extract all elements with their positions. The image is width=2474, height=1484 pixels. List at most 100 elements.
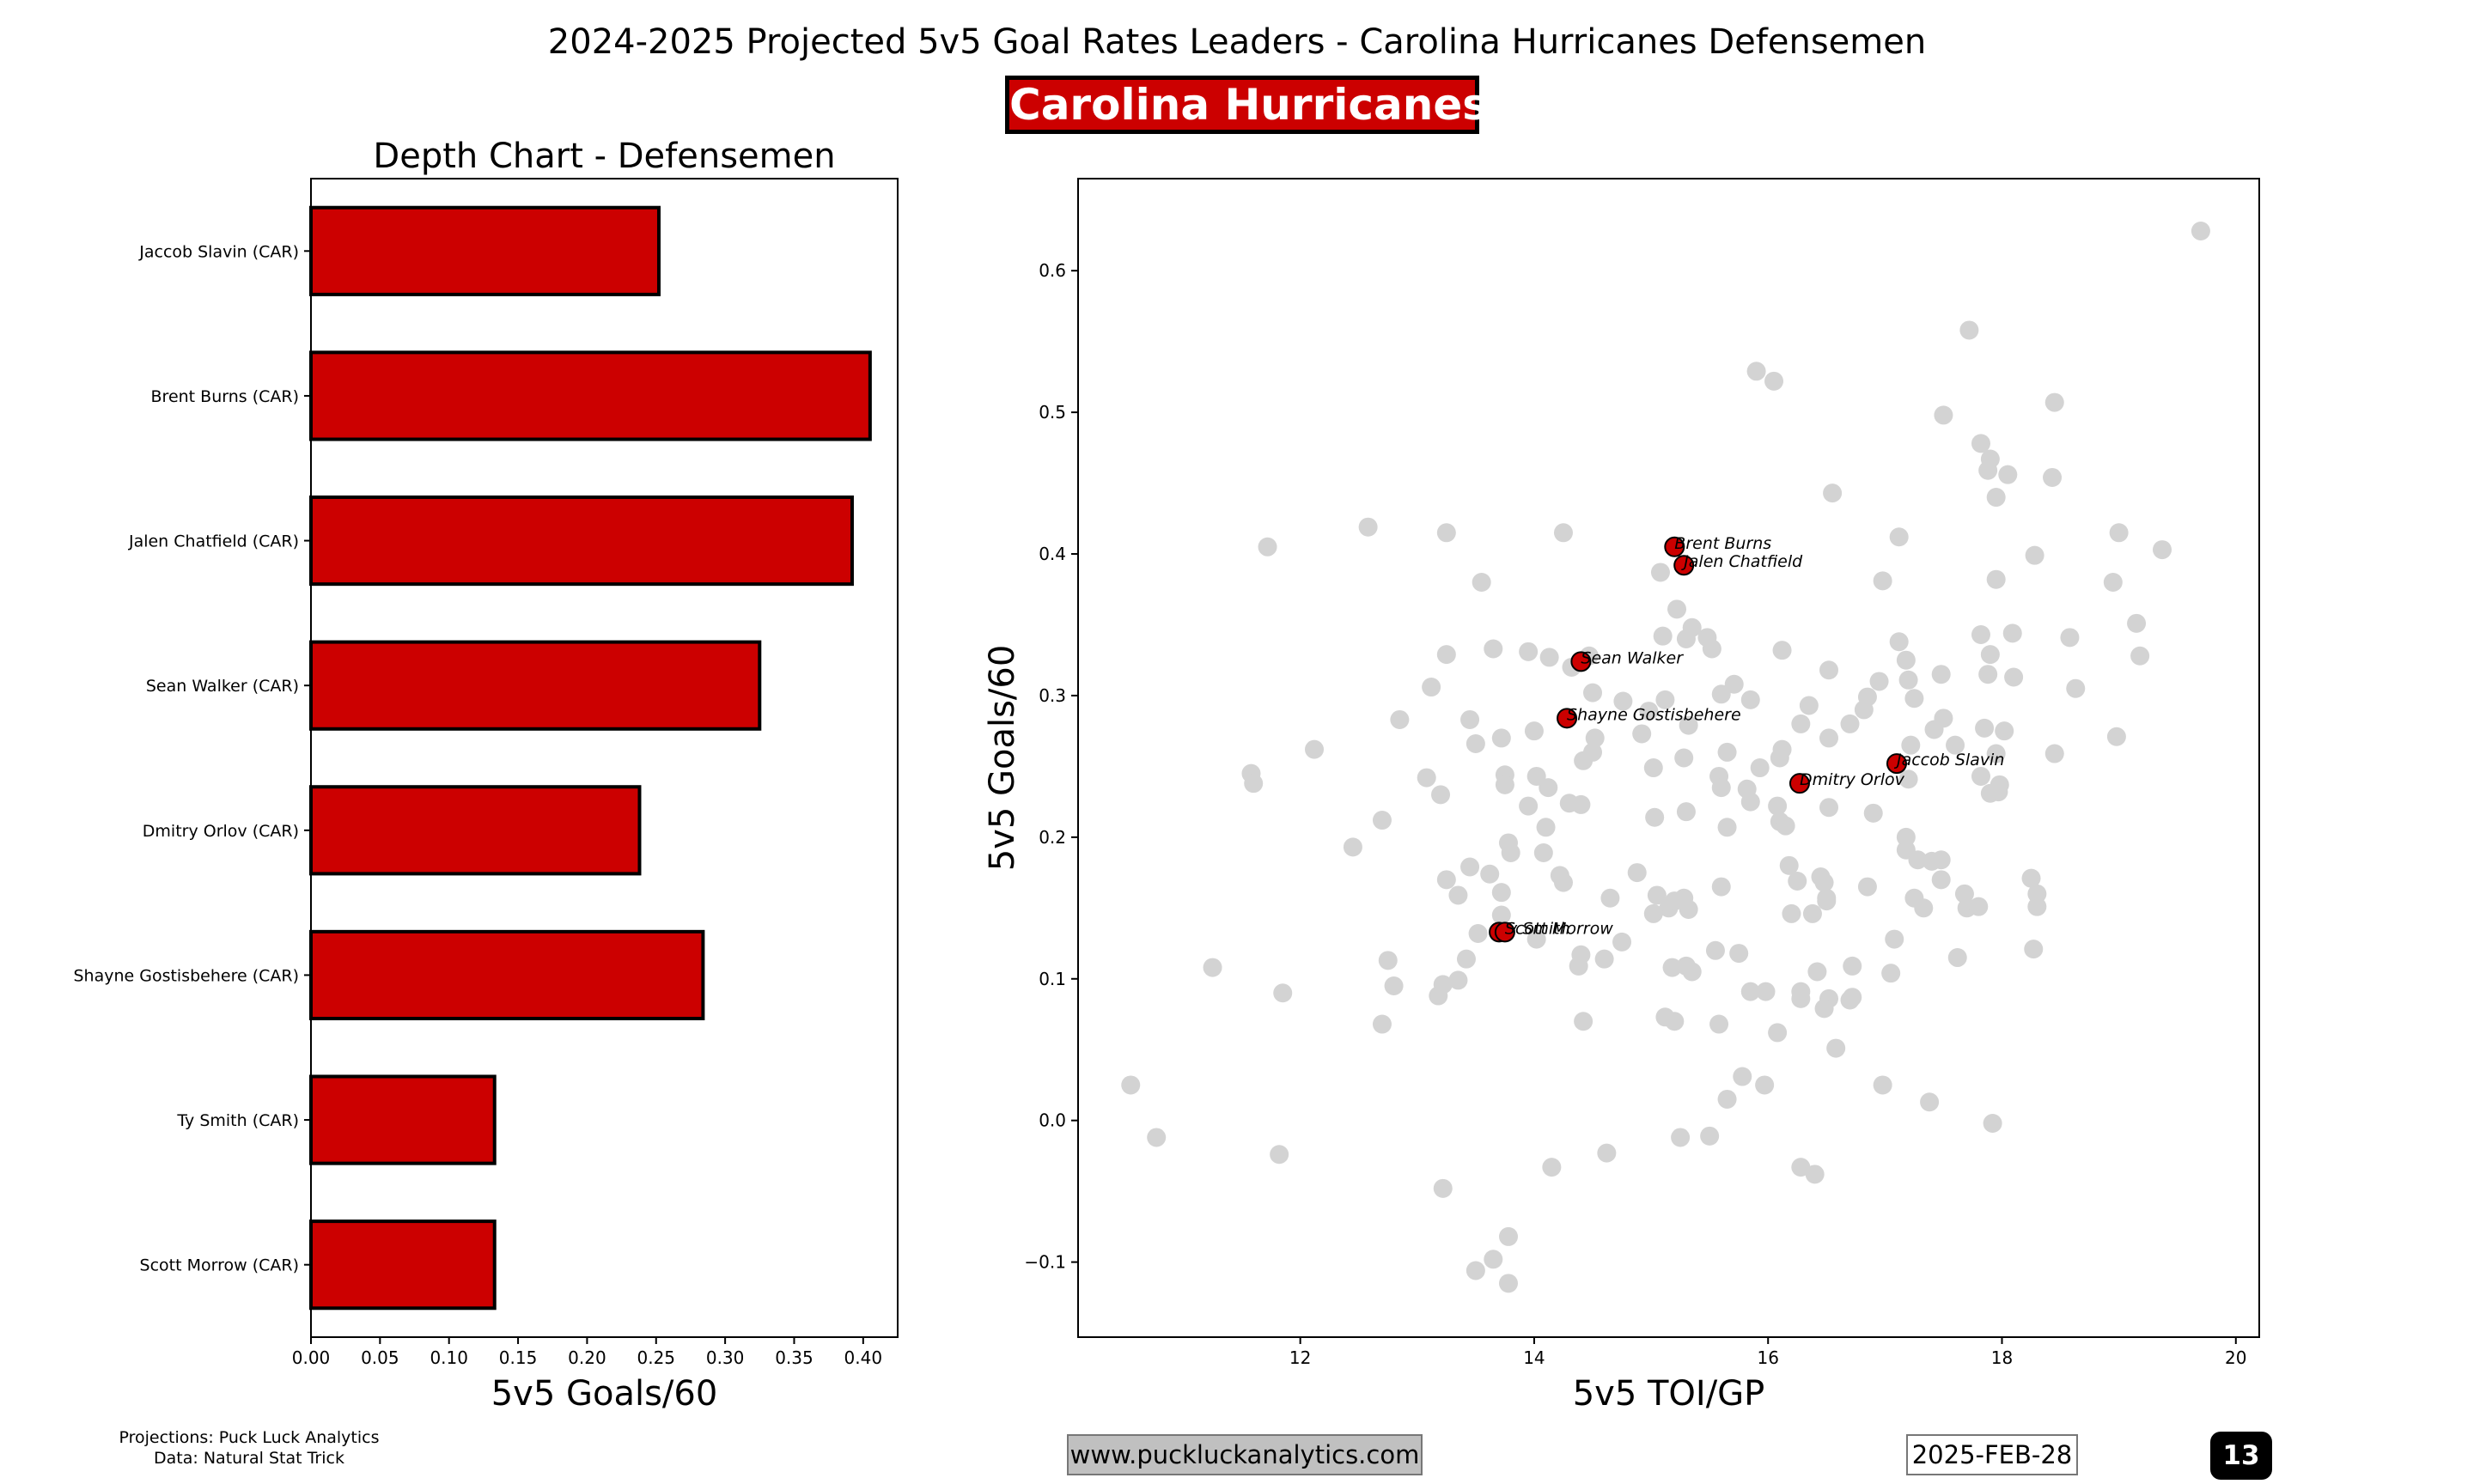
bar — [309, 1074, 497, 1165]
bar — [309, 205, 661, 296]
league-point — [1772, 641, 1792, 660]
category-label: Scott Morrow (CAR) — [140, 1256, 299, 1275]
league-point — [1908, 850, 1928, 870]
league-point — [1857, 877, 1877, 897]
league-point — [1989, 782, 2008, 802]
league-point — [1429, 986, 1448, 1006]
league-point — [2002, 623, 2022, 643]
league-point — [1655, 690, 1675, 709]
league-point — [1436, 523, 1456, 543]
league-point — [2109, 523, 2129, 543]
bar-x-axis-label: 5v5 Goals/60 — [491, 1374, 718, 1414]
league-point — [1650, 563, 1670, 582]
league-point — [1498, 1226, 1518, 1246]
league-point — [1975, 718, 1995, 738]
league-point — [1632, 724, 1652, 744]
league-point — [1643, 758, 1663, 778]
credits-data-source: Data: Natural Stat Trick — [154, 1449, 344, 1468]
league-point — [1724, 674, 1744, 694]
league-point — [1920, 1092, 1940, 1112]
league-point — [1431, 785, 1451, 805]
league-point — [1776, 816, 1795, 836]
league-point — [2025, 545, 2044, 565]
league-point — [1885, 929, 1904, 949]
category-label: Brent Burns (CAR) — [151, 387, 299, 406]
league-point — [1931, 870, 1951, 890]
category-label: Jalen Chatfield (CAR) — [128, 532, 299, 551]
league-point — [1574, 1012, 1593, 1031]
league-point — [1448, 970, 1468, 990]
league-point — [1665, 1012, 1685, 1031]
player-label: Scott Morrow — [1505, 919, 1613, 938]
league-point — [1817, 891, 1837, 911]
team-badge: Carolina Hurricanes — [1005, 76, 1488, 134]
league-point — [1585, 728, 1605, 748]
team-player-point — [1673, 555, 1695, 576]
league-point — [1959, 320, 1979, 340]
league-point — [1519, 796, 1539, 816]
league-point — [1519, 642, 1539, 661]
scatter-x-axis-label: 5v5 TOI/GP — [1573, 1374, 1765, 1414]
league-point — [1898, 670, 1918, 690]
league-point — [1811, 867, 1831, 887]
league-point — [1569, 956, 1588, 976]
league-point — [2060, 628, 2080, 648]
x-tick-label: 0.25 — [637, 1347, 675, 1368]
player-label: Jaccob Slavin — [1893, 751, 2004, 769]
league-point — [1372, 1014, 1392, 1034]
x-tick-label: 0.35 — [775, 1347, 813, 1368]
league-point — [1764, 371, 1784, 391]
date-label: 2025-FEB-28 — [1906, 1434, 2078, 1475]
league-point — [1484, 1250, 1503, 1269]
league-point — [1613, 691, 1633, 711]
league-point — [1491, 905, 1511, 925]
y-tick-label: 0.6 — [1039, 260, 1066, 281]
team-player-point — [1788, 773, 1810, 794]
league-point — [1995, 721, 2014, 741]
league-point — [2027, 897, 2047, 916]
league-point — [1121, 1075, 1141, 1095]
league-point — [2044, 744, 2064, 763]
league-point — [1643, 903, 1663, 923]
league-point — [1768, 1023, 1788, 1043]
league-point — [1717, 742, 1737, 762]
league-point — [1533, 842, 1553, 862]
league-point — [1597, 1143, 1617, 1163]
scatter-frame — [1077, 178, 2260, 1338]
league-point — [1980, 645, 2000, 665]
league-point — [2004, 667, 2024, 687]
league-point — [1986, 744, 2006, 763]
league-point — [1305, 739, 1324, 759]
league-point — [2021, 868, 2041, 888]
category-label: Ty Smith (CAR) — [176, 1111, 299, 1130]
league-point — [1674, 748, 1694, 768]
league-point — [1791, 714, 1811, 733]
league-point — [1671, 1128, 1691, 1147]
league-point — [2191, 222, 2210, 241]
league-point — [1553, 523, 1573, 543]
league-point — [1756, 982, 1776, 1001]
player-label: Jalen Chatfield — [1680, 552, 1803, 571]
league-point — [1466, 1261, 1485, 1280]
team-player-point — [1886, 753, 1907, 775]
league-point — [1819, 728, 1839, 748]
league-point — [1857, 687, 1877, 707]
league-point — [1422, 678, 1441, 697]
league-point — [1627, 863, 1647, 883]
x-tick-label: 0.30 — [706, 1347, 745, 1368]
y-tick-label: 0.3 — [1039, 685, 1066, 706]
team-player-point — [1557, 708, 1578, 729]
league-point — [1901, 735, 1921, 755]
league-point — [1873, 1075, 1892, 1095]
league-point — [1914, 898, 1934, 918]
league-point — [1436, 645, 1456, 665]
bar-chart-title: Depth Chart - Defensemen — [373, 137, 835, 176]
x-tick-label: 0.10 — [430, 1347, 468, 1368]
league-point — [1986, 569, 2006, 589]
league-point — [1639, 702, 1659, 721]
league-point — [2024, 940, 2044, 959]
league-point — [1807, 962, 1827, 982]
y-tick-label: 0.4 — [1039, 544, 1066, 564]
league-point — [1448, 885, 1468, 905]
league-point — [1881, 964, 1901, 983]
